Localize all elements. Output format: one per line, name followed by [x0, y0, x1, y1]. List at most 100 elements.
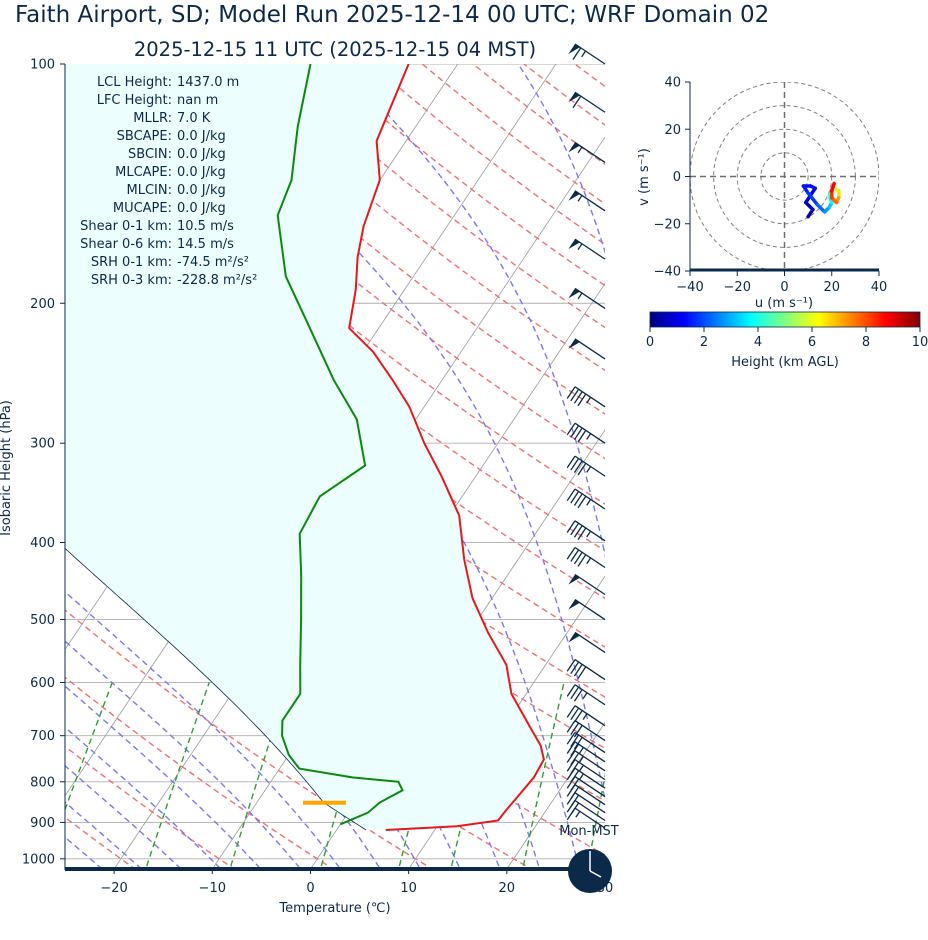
- temperature-tick-label: −20: [100, 881, 127, 896]
- isotherm-line: [688, 28, 928, 892]
- pressure-tick-label: 800: [30, 775, 55, 790]
- hodograph-x-tick-label: −20: [724, 280, 751, 295]
- temperature-tick-label: 20: [499, 881, 516, 896]
- colorbar-tick-label: 2: [700, 335, 708, 350]
- clock-icon: [568, 849, 612, 893]
- dry-adiabat: [652, 46, 928, 875]
- wind-barb-half: [576, 811, 580, 817]
- wind-barb: [568, 600, 605, 620]
- wind-barb: [567, 751, 605, 771]
- temperature-tick-label: 0: [306, 881, 314, 896]
- wind-barb: [567, 777, 605, 797]
- index-value: -228.8 m²/s²: [177, 273, 257, 288]
- wind-barb-half: [587, 499, 591, 505]
- hodograph-y-tick-label: −40: [654, 265, 681, 280]
- index-label: SBCAPE:: [117, 129, 172, 144]
- wind-barb-half: [587, 558, 591, 564]
- hodograph-x-tick-label: −40: [676, 280, 703, 295]
- index-label: MLCAPE:: [115, 165, 172, 180]
- x-axis-label: Temperature (℃): [278, 901, 390, 916]
- wind-barb-half: [580, 747, 584, 753]
- pressure-tick-label: 300: [30, 437, 55, 452]
- index-value: 0.0 J/kg: [177, 147, 226, 162]
- pressure-tick-label: 600: [30, 676, 55, 691]
- index-value: 0.0 J/kg: [177, 183, 226, 198]
- wind-barb: [567, 489, 605, 509]
- colorbar-tick-label: 10: [912, 335, 928, 350]
- colorbar-gradient: [650, 312, 920, 327]
- wind-barb: [567, 760, 605, 780]
- dry-adiabat: [752, 46, 928, 875]
- wind-barb-staff: [575, 239, 605, 259]
- index-value: 14.5 m/s: [177, 237, 234, 252]
- temperature-tick-label: −10: [199, 881, 226, 896]
- clock-label: Mon-MST: [559, 824, 619, 839]
- wind-barb-half: [587, 434, 591, 440]
- wind-barb: [567, 768, 605, 788]
- wind-barb-half: [578, 293, 582, 299]
- isotherm-line: [884, 28, 928, 892]
- temperature-tick-label: 10: [400, 881, 417, 896]
- isotherm-line: [786, 28, 928, 892]
- wind-barb-half: [583, 693, 587, 699]
- hodograph-y-tick-label: −20: [654, 217, 681, 232]
- wind-barb-half: [587, 467, 591, 473]
- wind-barb-staff: [575, 785, 605, 805]
- isotherm-line: [492, 28, 928, 892]
- colorbar-label: Height (km AGL): [731, 355, 839, 370]
- hodograph-y-tick-label: 0: [673, 170, 681, 185]
- pressure-tick-label: 900: [30, 816, 55, 831]
- y-axis-label: Isobaric Height (hPa): [0, 400, 14, 536]
- wind-barb-staff: [575, 600, 605, 620]
- index-label: MLCIN:: [127, 183, 172, 198]
- index-value: 0.0 J/kg: [177, 165, 226, 180]
- index-label: SBCIN:: [128, 147, 172, 162]
- wind-barb: [567, 547, 605, 567]
- wind-barb-half: [578, 195, 582, 201]
- wind-barb-half: [580, 774, 584, 780]
- pressure-tick-label: 500: [30, 613, 55, 628]
- cin-shading: [0, 46, 544, 830]
- mixing-ratio-line: [634, 683, 669, 876]
- hodograph-segment: [832, 184, 834, 191]
- colorbar-tick-label: 4: [754, 335, 762, 350]
- wind-barb: [568, 44, 605, 64]
- hodograph-x-tick-label: 0: [780, 280, 788, 295]
- hodograph-x-label: u (m s⁻¹): [755, 296, 813, 311]
- wind-barb: [567, 423, 605, 443]
- wind-barb-half: [582, 51, 586, 57]
- hodograph-x-tick-label: 20: [823, 280, 840, 295]
- index-label: SRH 0-3 km:: [91, 273, 172, 288]
- wind-barb: [567, 387, 605, 407]
- pressure-tick-label: 200: [30, 297, 55, 312]
- chart-title: Faith Airport, SD; Model Run 2025-12-14 …: [15, 2, 769, 28]
- index-value: 0.0 J/kg: [177, 201, 226, 216]
- dry-adiabat: [802, 46, 928, 875]
- pressure-tick-label: 700: [30, 729, 55, 744]
- index-value: 0.0 J/kg: [177, 129, 226, 144]
- index-value: 10.5 m/s: [177, 219, 234, 234]
- index-label: LFC Height:: [97, 93, 172, 108]
- index-label: LCL Height:: [97, 75, 172, 90]
- wind-barb-staff: [575, 574, 605, 594]
- wind-barb-staff: [575, 632, 605, 652]
- pressure-tick-label: 1000: [22, 852, 55, 867]
- index-value: 1437.0 m: [177, 75, 239, 90]
- wind-barb-half: [578, 244, 582, 250]
- hodograph-x-tick-label: 40: [871, 280, 888, 295]
- index-value: -74.5 m²/s²: [177, 255, 249, 270]
- pressure-tick-label: 100: [30, 58, 55, 73]
- wind-barb-half: [587, 397, 591, 403]
- index-label: MLLR:: [133, 111, 172, 126]
- hodograph-y-tick-label: 40: [664, 76, 681, 91]
- wind-barb: [568, 239, 605, 259]
- hodograph-trace: [803, 184, 838, 217]
- chart-subtitle: 2025-12-15 11 UTC (2025-12-15 04 MST): [134, 38, 536, 61]
- cape-cin-shading: [0, 46, 544, 830]
- hodograph-rings: [690, 82, 879, 271]
